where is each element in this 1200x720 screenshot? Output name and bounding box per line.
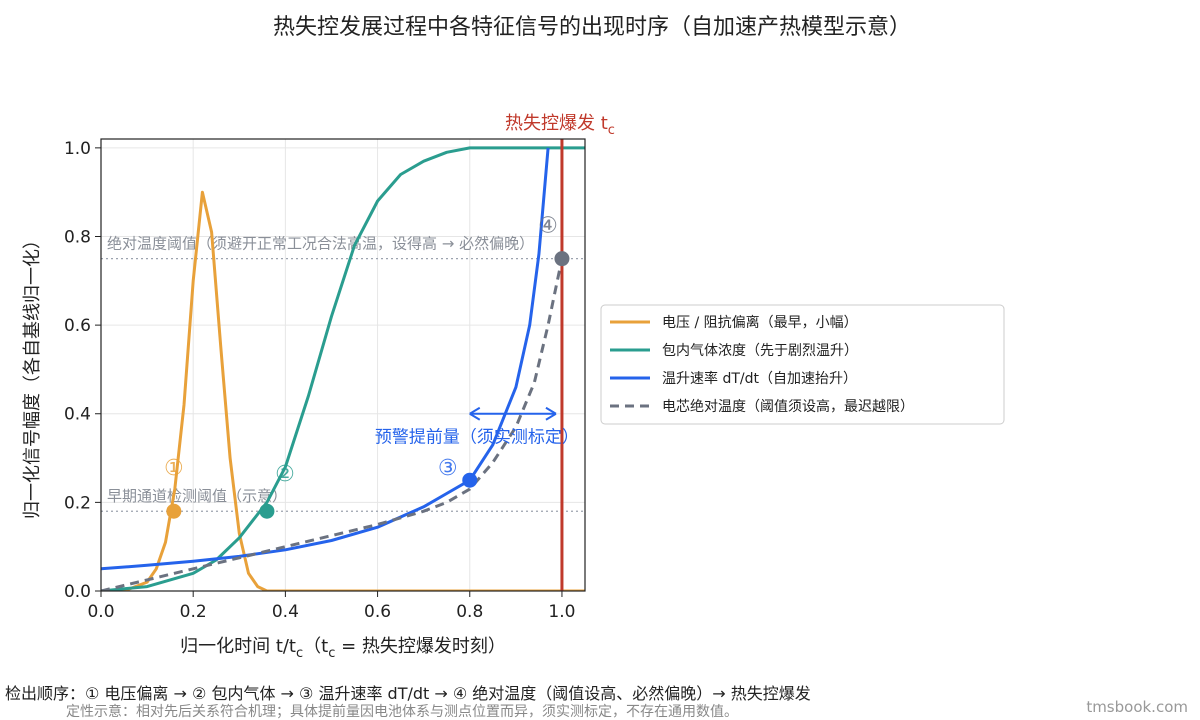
chart-title: 热失控发展过程中各特征信号的出现时序（自加速产热模型示意） xyxy=(273,15,911,40)
series-line-rate xyxy=(101,147,550,571)
plot-frame xyxy=(100,138,586,592)
detection-point-temp xyxy=(554,251,570,267)
threshold-label: 早期通道检测阈值（示意） xyxy=(107,487,287,505)
detection-point-label: ① xyxy=(164,456,184,481)
legend-label-gas: 包内气体浓度（先于剧烈温升） xyxy=(662,343,858,359)
x-tick-label: 1.0 xyxy=(548,602,575,622)
runaway-label-main: 热失控爆发 t xyxy=(505,113,608,134)
legend-label-temp: 电芯绝对温度（阈值须设高，最迟越限） xyxy=(662,398,914,415)
legend-label-voltage: 电压 / 阻抗偏离（最早，小幅） xyxy=(662,314,858,331)
runaway-label: 热失控爆发 tc xyxy=(505,113,615,138)
detection-point-label: ② xyxy=(275,462,295,487)
x-ticks: 0.0 0.2 0.4 0.6 0.8 1.0 xyxy=(87,591,575,622)
x-label-tail-a: （t xyxy=(303,636,328,657)
detection-point-label: ④ xyxy=(538,214,558,239)
x-tick-label: 0.2 xyxy=(180,602,207,622)
runaway-marker: 热失控爆发 tc 预警提前量（须实测标定） xyxy=(375,113,615,591)
x-label-tail-b: = 热失控爆发时刻） xyxy=(335,636,506,657)
lead-time-arrow-head-right xyxy=(545,406,557,421)
x-label-main: 归一化时间 t/t xyxy=(180,636,296,657)
lead-time-label: 预警提前量（须实测标定） xyxy=(375,428,579,448)
y-tick-label: 0.2 xyxy=(64,493,91,513)
x-axis-label: 归一化时间 t/tc（tc = 热失控爆发时刻） xyxy=(180,636,506,661)
footer-line-1: 检出顺序：① 电压偏离 → ② 包内气体 → ③ 温升速率 dT/dt → ④ … xyxy=(5,684,811,703)
y-tick-label: 0.6 xyxy=(64,316,91,336)
y-axis-label: 归一化信号幅度（各自基线归一化） xyxy=(22,231,43,519)
x-tick-label: 0.0 xyxy=(87,602,114,622)
footer-line-2: 定性示意：相对先后关系符合机理；具体提前量因电池体系与测点位置而异，须实测标定，… xyxy=(66,703,738,720)
series-line-voltage xyxy=(101,190,585,591)
watermark: tmsbook.com xyxy=(1086,698,1188,716)
runaway-label-sub: c xyxy=(608,123,615,138)
y-tick-label: 0.8 xyxy=(64,227,91,247)
y-tick-label: 1.0 xyxy=(64,139,91,159)
threshold-label: 绝对温度阈值（须避开正常工况合法高温，设得高 → 必然偏晚） xyxy=(107,235,534,253)
legend-box xyxy=(600,304,1005,425)
detection-point-gas xyxy=(259,503,275,519)
lead-time-arrow-head-left xyxy=(469,406,481,421)
x-tick-label: 0.8 xyxy=(456,602,483,622)
x-tick-label: 0.4 xyxy=(272,602,299,622)
x-tick-label: 0.6 xyxy=(364,602,391,622)
legend-label-rate: 温升速率 dT/dt（自加速抬升） xyxy=(662,370,857,387)
detection-point-label: ③ xyxy=(438,456,458,481)
detection-points: ① ② ③ ④ xyxy=(164,214,570,519)
detection-point-voltage xyxy=(166,503,182,519)
x-label-tail-sub: c xyxy=(328,646,335,661)
detection-point-rate xyxy=(462,472,478,488)
y-tick-label: 0.0 xyxy=(64,582,91,602)
grid xyxy=(100,139,585,592)
series-line-gas xyxy=(101,146,585,591)
legend: 电压 / 阻抗偏离（最早，小幅） 包内气体浓度（先于剧烈温升） 温升速率 dT/dt… xyxy=(600,304,1005,425)
y-tick-label: 0.4 xyxy=(64,405,91,425)
y-ticks: 0.0 0.2 0.4 0.6 0.8 1.0 xyxy=(64,139,101,602)
series-layer xyxy=(101,146,585,591)
x-label-sub: c xyxy=(296,646,303,661)
